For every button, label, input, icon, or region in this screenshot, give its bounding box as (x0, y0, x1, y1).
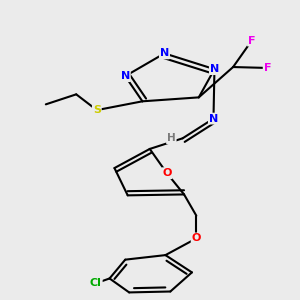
Text: O: O (162, 168, 172, 178)
Text: F: F (248, 36, 256, 46)
Text: Cl: Cl (90, 278, 102, 288)
Text: S: S (93, 105, 101, 115)
Text: H: H (167, 133, 176, 143)
Text: F: F (264, 63, 271, 73)
Text: O: O (192, 233, 201, 243)
Text: N: N (209, 114, 218, 124)
Text: N: N (160, 48, 169, 59)
Text: N: N (121, 71, 130, 81)
Text: N: N (210, 64, 219, 74)
